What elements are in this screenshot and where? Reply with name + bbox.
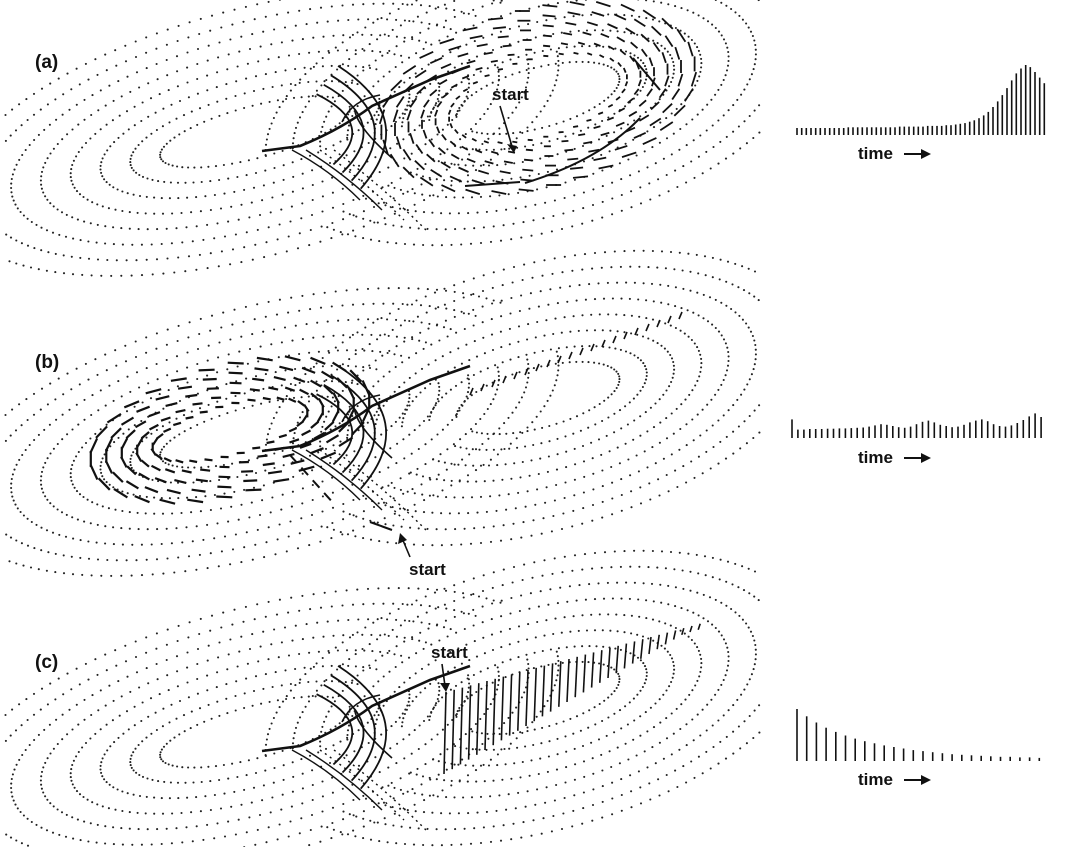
attractor-c	[4, 549, 761, 847]
pulse-train-b	[791, 413, 1042, 438]
attractor-b	[4, 249, 761, 577]
panel-label-a: (a)	[35, 52, 58, 73]
start-label-b: start	[409, 560, 446, 579]
start-label-a: start	[492, 85, 529, 104]
start-label-c: start	[431, 643, 468, 662]
time-label-a: time	[858, 144, 893, 163]
panel-label-b: (b)	[35, 352, 59, 373]
time-arrow-c	[904, 775, 931, 785]
start-marker-b: start	[398, 533, 446, 579]
attractor-a	[4, 0, 761, 277]
start-marker-a: start	[492, 85, 529, 154]
panel-label-c: (c)	[35, 652, 58, 673]
time-arrow-a	[904, 149, 931, 159]
pulse-train-c	[796, 709, 1041, 761]
start-marker-c: start	[431, 643, 468, 692]
time-label-b: time	[858, 448, 893, 467]
pulse-train-a	[796, 65, 1046, 135]
trajectory-b	[89, 311, 683, 531]
trajectory-c	[443, 623, 701, 775]
panel-a: (a) start time	[4, 0, 1046, 277]
time-label-c: time	[858, 770, 893, 789]
panel-c: (c) start time	[4, 549, 1041, 847]
trajectory-a	[378, 1, 698, 195]
time-arrow-b	[904, 453, 931, 463]
start-arrow-c	[441, 663, 446, 687]
panel-b: (b) start time	[4, 249, 1042, 579]
